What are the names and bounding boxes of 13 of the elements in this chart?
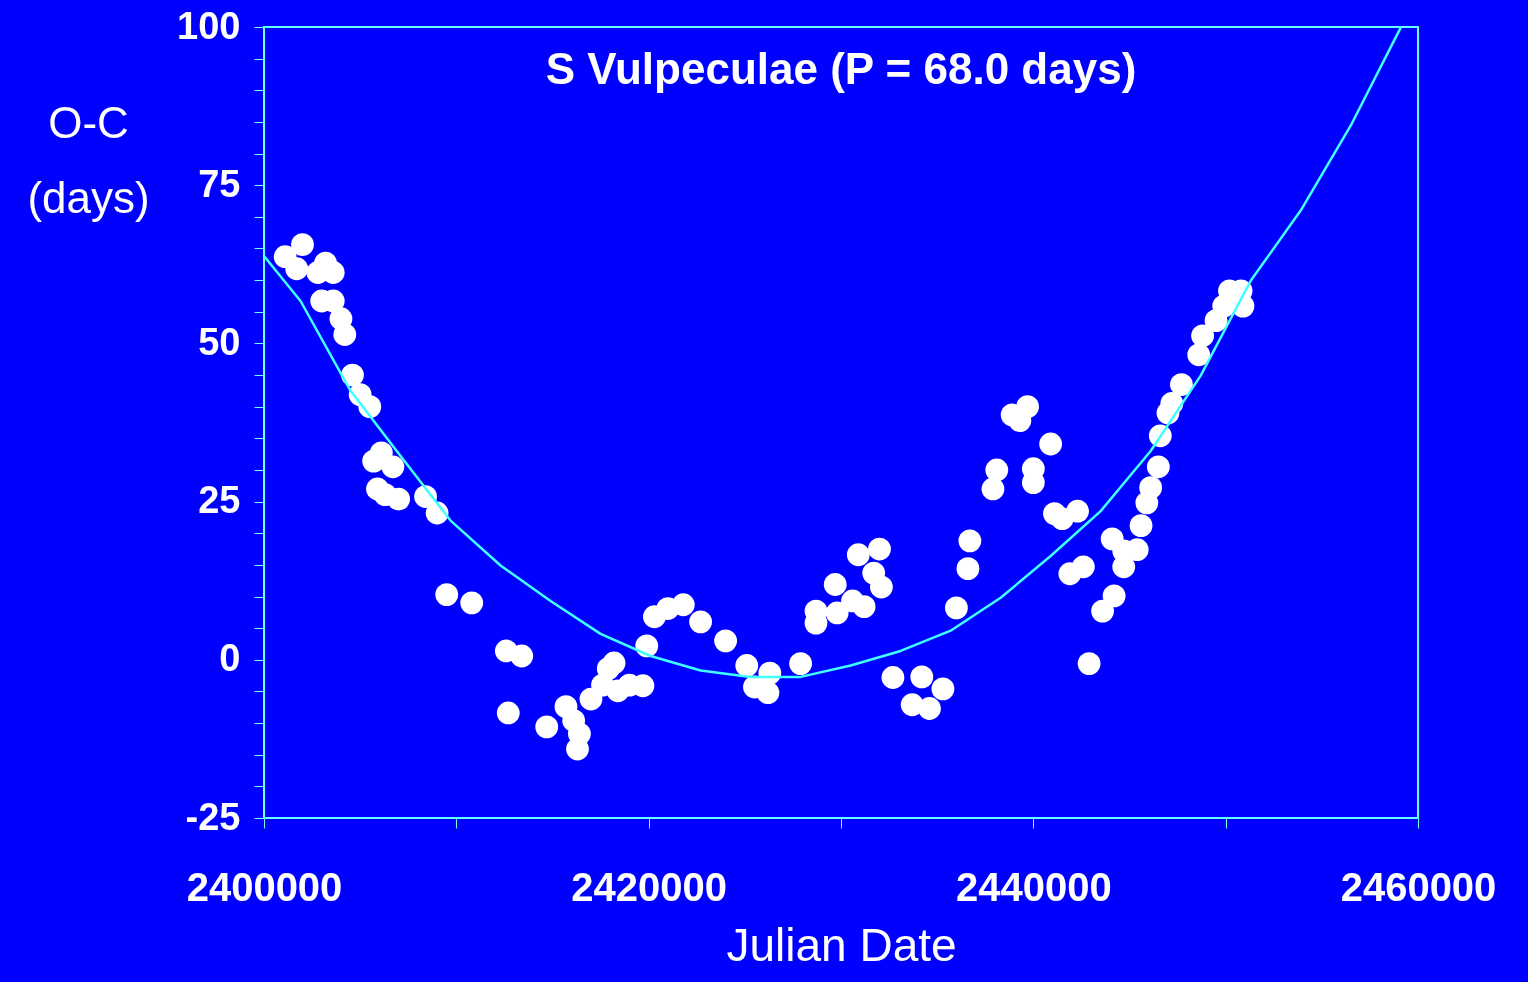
y-tick-label: 25 xyxy=(198,479,241,522)
x-tick-label: 2460000 xyxy=(1340,864,1497,909)
chart-title: S Vulpeculae (P = 68.0 days) xyxy=(545,44,1137,93)
y-tick-label: 50 xyxy=(198,320,241,363)
x-tick-label: 2420000 xyxy=(571,864,728,909)
y-axis-title: O-C (days) xyxy=(27,97,150,222)
y-tick-label: 0 xyxy=(219,637,241,680)
x-tick-label: 2440000 xyxy=(955,864,1112,909)
y-tick-label: -25 xyxy=(185,795,241,838)
y-tick-label: 100 xyxy=(177,4,241,47)
y-tick-label: 75 xyxy=(198,162,241,205)
x-axis-title: Julian Date xyxy=(726,918,957,971)
x-tick-label: 2400000 xyxy=(186,864,343,909)
